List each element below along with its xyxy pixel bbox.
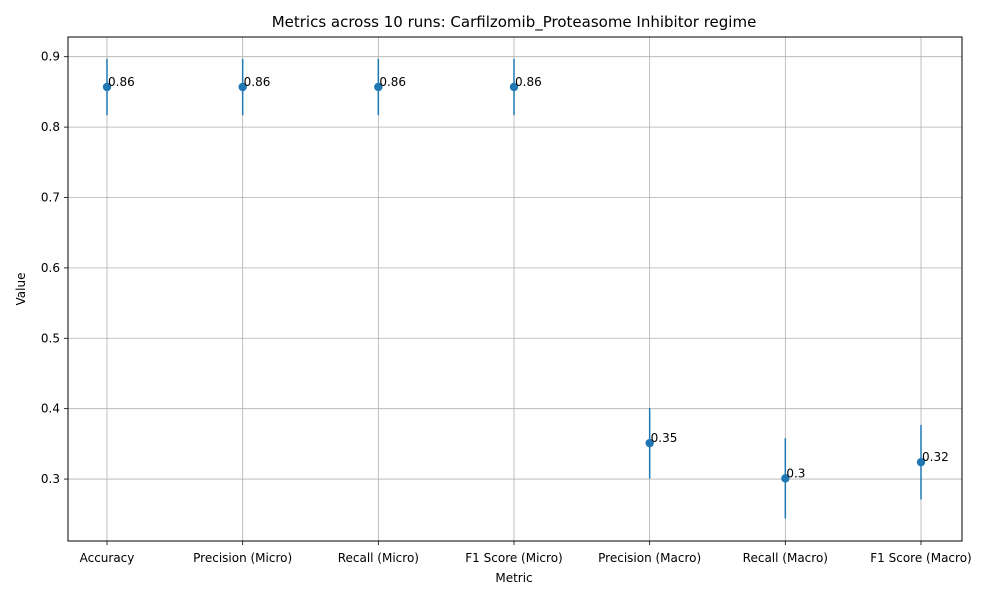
- x-tick-label: Precision (Macro): [598, 551, 701, 565]
- data-label: 0.86: [515, 75, 542, 89]
- y-axis-label: Value: [14, 273, 28, 306]
- x-tick-label: Precision (Micro): [193, 551, 292, 565]
- data-label: 0.86: [379, 75, 406, 89]
- data-point: [509, 82, 519, 92]
- y-axis-ticks: 0.3 0.4 0.5 0.6 0.7 0.8 0.9: [41, 50, 68, 486]
- x-tick-label: F1 Score (Micro): [465, 551, 562, 565]
- data-label: 0.35: [651, 431, 678, 445]
- x-axis-label: Metric: [495, 571, 532, 585]
- data-series: 0.86 0.86 0.86 0.86 0.35 0.3 0.32: [102, 58, 949, 519]
- x-tick-label: Accuracy: [80, 551, 135, 565]
- grid-lines: [68, 37, 962, 541]
- data-point: [238, 82, 247, 92]
- data-point: [916, 457, 926, 467]
- data-label: 0.32: [922, 450, 949, 464]
- plot-frame: [67, 36, 963, 542]
- x-tick-label: Recall (Micro): [338, 551, 419, 565]
- data-point: [374, 82, 383, 92]
- x-tick-label: F1 Score (Macro): [870, 551, 971, 565]
- x-axis-ticks: Accuracy Precision (Micro) Recall (Micro) F…: [80, 541, 972, 565]
- y-tick-label: 0.6: [41, 261, 60, 275]
- y-tick-label: 0.7: [41, 190, 60, 204]
- y-tick-label: 0.9: [41, 50, 60, 64]
- data-label: 0.86: [108, 75, 135, 89]
- x-tick-label: Recall (Macro): [743, 551, 828, 565]
- y-tick-label: 0.4: [41, 402, 60, 416]
- chart-title: Metrics across 10 runs: Carfilzomib_Prot…: [272, 13, 757, 32]
- data-point: [102, 82, 112, 92]
- data-point: [781, 474, 790, 483]
- y-tick-label: 0.3: [41, 472, 60, 486]
- data-label: 0.3: [786, 466, 805, 480]
- data-point: [645, 438, 654, 448]
- data-label: 0.86: [244, 75, 271, 89]
- y-tick-label: 0.8: [41, 120, 60, 134]
- y-tick-label: 0.5: [41, 331, 60, 345]
